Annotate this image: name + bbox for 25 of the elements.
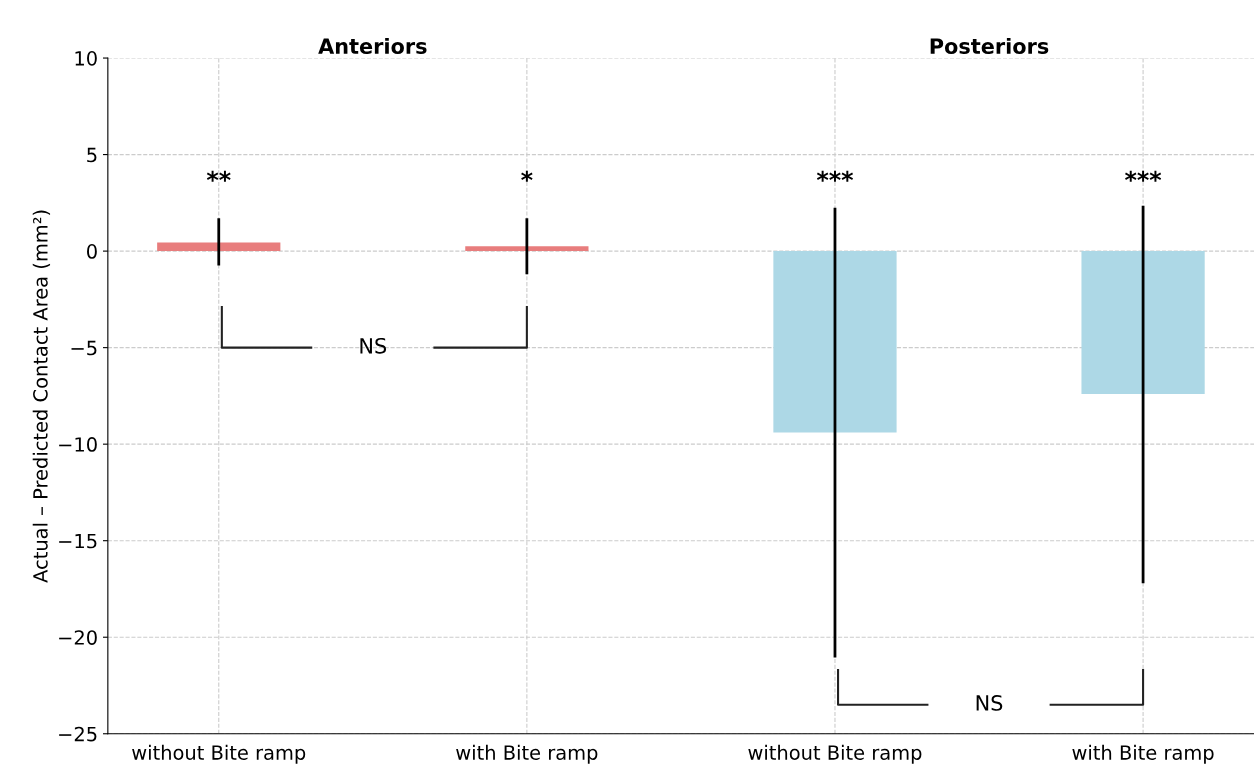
bar bbox=[773, 251, 897, 433]
y-tick-label: −10 bbox=[59, 437, 97, 452]
y-tick-label: −5 bbox=[71, 340, 97, 356]
bar bbox=[465, 246, 589, 252]
annotation: NS bbox=[976, 695, 1003, 711]
bar bbox=[1081, 251, 1205, 394]
x-tick-label: with Bite ramp bbox=[1072, 744, 1214, 764]
annotation: ** bbox=[206, 170, 231, 182]
y-tick-label: −25 bbox=[59, 726, 97, 742]
y-axis-title: Actual – Predicted Contact Area (mm²) bbox=[32, 210, 51, 583]
y-tick-label: −20 bbox=[59, 630, 97, 645]
bar bbox=[157, 242, 281, 252]
annotation: NS bbox=[360, 337, 387, 354]
x-tick-label: without Bite ramp bbox=[132, 744, 306, 764]
x-tick-label: without Bite ramp bbox=[748, 744, 922, 764]
y-tick-label: 0 bbox=[87, 244, 97, 259]
text: Anteriors bbox=[318, 37, 427, 55]
annotation: * bbox=[521, 170, 533, 182]
y-tick-label: 10 bbox=[75, 51, 97, 66]
annotation: *** bbox=[1125, 170, 1162, 182]
text: Posteriors bbox=[930, 37, 1049, 55]
y-tick-label: −15 bbox=[59, 533, 97, 549]
x-tick-label: with Bite ramp bbox=[456, 744, 598, 764]
y-tick-label: 5 bbox=[87, 147, 97, 163]
annotation: *** bbox=[816, 170, 854, 182]
